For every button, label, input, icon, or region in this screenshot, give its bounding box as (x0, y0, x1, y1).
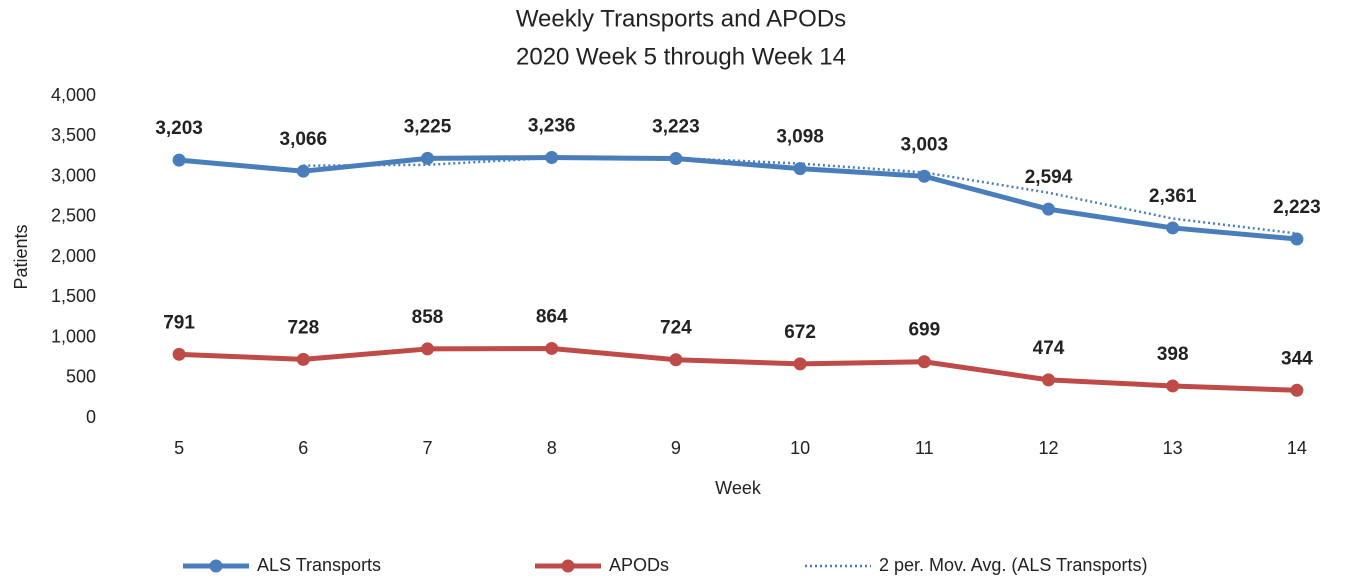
x-tick-label: 13 (1163, 438, 1183, 458)
data-label: 864 (536, 306, 568, 327)
data-point (296, 352, 310, 366)
y-tick-label: 0 (86, 407, 96, 427)
data-label: 858 (412, 307, 444, 328)
y-tick-label: 2,000 (51, 246, 96, 266)
data-point (1042, 373, 1055, 387)
data-point (917, 355, 931, 369)
data-label: 344 (1281, 348, 1313, 369)
chart-title: Weekly Transports and APODs (516, 5, 846, 32)
data-label: 699 (908, 320, 940, 341)
data-label: 3,003 (901, 134, 949, 155)
data-label: 3,225 (404, 116, 452, 137)
legend-marker (561, 559, 575, 573)
x-tick-label: 14 (1287, 438, 1307, 458)
data-label: 3,203 (155, 118, 203, 139)
data-point (296, 164, 310, 178)
data-label: 3,098 (776, 127, 824, 148)
data-point (421, 151, 434, 165)
x-tick-label: 5 (174, 438, 184, 458)
legend-label: APODs (609, 555, 669, 575)
data-point (669, 152, 683, 166)
y-tick-label: 4,000 (51, 85, 96, 105)
y-tick-label: 500 (66, 367, 96, 387)
data-label: 2,361 (1149, 186, 1197, 207)
data-label: 398 (1157, 344, 1189, 365)
y-tick-label: 3,500 (51, 125, 96, 145)
x-tick-label: 7 (422, 438, 432, 458)
data-point (917, 169, 931, 183)
data-label: 791 (163, 312, 195, 333)
legend-label: 2 per. Mov. Avg. (ALS Transports) (879, 555, 1147, 575)
x-tick-label: 10 (790, 438, 810, 458)
x-tick-label: 11 (915, 438, 934, 458)
data-point (545, 151, 559, 165)
data-point (793, 162, 807, 176)
data-label: 2,223 (1273, 197, 1321, 218)
y-tick-label: 3,000 (51, 165, 96, 185)
y-tick-label: 2,500 (51, 206, 96, 226)
data-label: 724 (660, 318, 692, 339)
series-line (178, 155, 1298, 242)
moving-average-line (303, 156, 1298, 235)
data-point (1290, 383, 1304, 397)
data-label: 3,223 (652, 117, 700, 138)
data-point (1290, 232, 1304, 246)
data-label: 3,236 (528, 116, 576, 137)
data-label: 3,066 (280, 129, 328, 150)
x-axis-label: Week (715, 478, 762, 498)
x-tick-label: 8 (547, 438, 557, 458)
data-label: 672 (784, 322, 816, 343)
data-point (669, 353, 683, 367)
data-point (1166, 379, 1180, 393)
data-point (172, 153, 186, 167)
data-point (1042, 202, 1055, 216)
y-tick-label: 1,000 (51, 326, 96, 346)
data-point (545, 341, 559, 355)
x-tick-label: 12 (1038, 438, 1058, 458)
data-point (421, 342, 434, 356)
data-point (1166, 221, 1180, 235)
legend-label: ALS Transports (257, 555, 381, 575)
x-tick-label: 9 (671, 438, 681, 458)
data-label: 728 (287, 317, 319, 338)
y-tick-label: 1,500 (51, 286, 96, 306)
chart-subtitle: 2020 Week 5 through Week 14 (516, 43, 846, 70)
series-line (178, 345, 1297, 393)
y-axis-label: Patients (11, 224, 31, 289)
legend-marker (209, 559, 223, 573)
data-point (172, 347, 186, 361)
x-tick-label: 6 (298, 438, 308, 458)
data-label: 2,594 (1025, 167, 1073, 188)
data-point (793, 357, 807, 371)
data-label: 474 (1033, 338, 1065, 359)
